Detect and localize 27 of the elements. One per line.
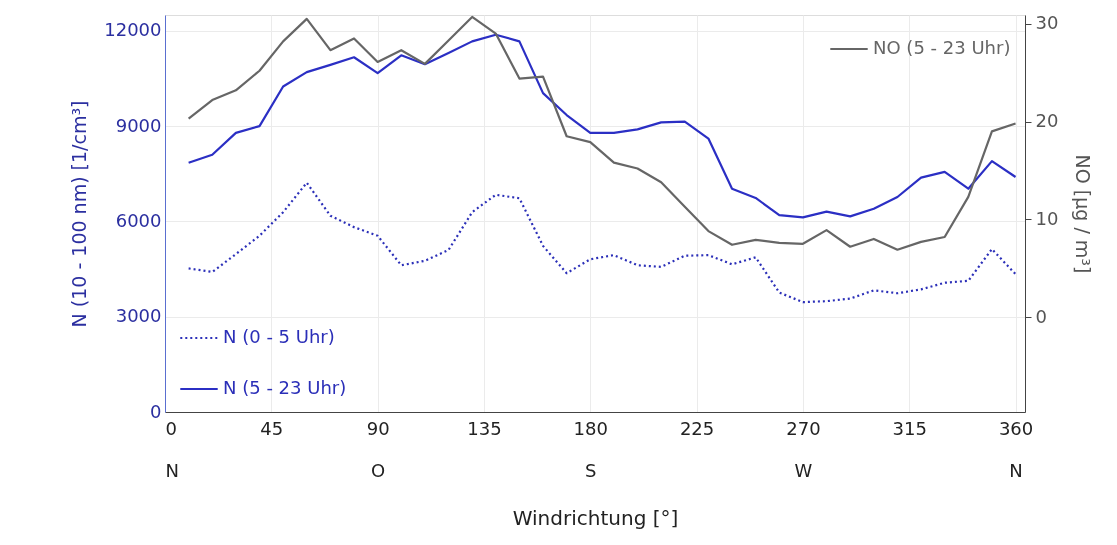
x-tick-label: 90 O (366, 417, 390, 481)
y-tick-label: 9000 (115, 114, 162, 136)
y-tick-label: 6000 (115, 209, 162, 231)
x-tick-label: 360 N (998, 417, 1034, 481)
y-tick-label: 0 (150, 400, 162, 422)
line-series (187, 33, 1017, 219)
x-tick-label: 180 S (573, 417, 608, 481)
legend-label: N (0 - 5 Uhr) (223, 326, 335, 347)
legend-label: NO (5 - 23 Uhr) (873, 37, 1011, 58)
x-tick-label: 270 W (786, 417, 821, 481)
x-tick-label: 315 (892, 417, 927, 439)
y2-tick-label: 30 (1035, 12, 1059, 34)
y2-tick-label: 0 (1035, 305, 1047, 327)
y-tick-label: 3000 (115, 305, 162, 327)
y2-axis-title: NO [µg / m³] (1072, 154, 1095, 274)
x-tick-label: 45 (260, 417, 284, 439)
y-axis-title: N (10 - 100 nm) [1/cm³] (68, 100, 91, 328)
x-tick-label: 0 N (165, 417, 179, 481)
x-tick-label: 225 (679, 417, 715, 439)
legend-label: N (5 - 23 Uhr) (223, 377, 347, 398)
line-series (187, 15, 1017, 251)
y2-tick-label: 20 (1035, 110, 1059, 132)
x-tick-label: 135 (467, 417, 502, 439)
y2-tick-label: 10 (1035, 207, 1059, 229)
x-axis-title: Windrichtung [°] (512, 505, 679, 530)
y-tick-label: 12000 (104, 19, 162, 41)
line-series (187, 181, 1017, 304)
